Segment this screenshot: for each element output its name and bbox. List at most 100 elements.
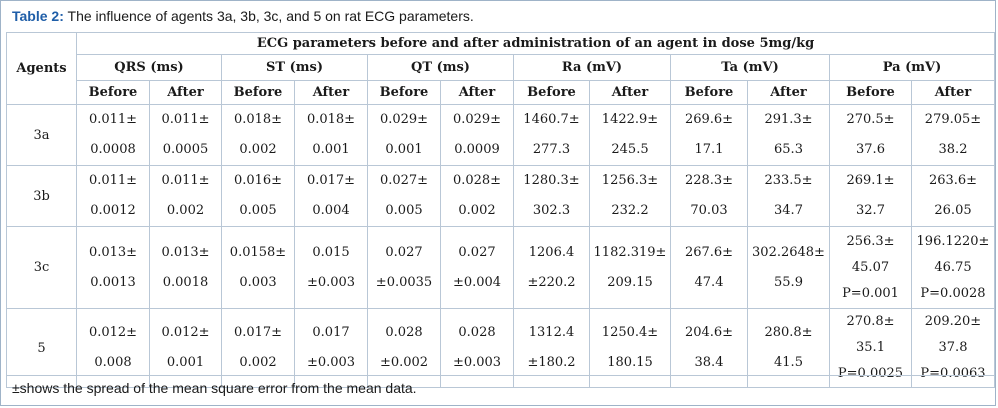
value-line: 302.2648± — [752, 244, 825, 260]
value-line: 0.002 — [458, 203, 496, 218]
caption-text: The influence of agents 3a, 3b, 3c, and … — [63, 8, 474, 24]
value-line: 196.1220± — [916, 233, 990, 249]
value-cell: 0.011± 0.002 — [149, 165, 222, 227]
value-line: ±0.003 — [452, 355, 502, 370]
value-line: 1422.9± — [601, 112, 659, 127]
value-cell: 0.013± 0.0018 — [149, 226, 222, 309]
value-cell: 233.5± 34.7 — [747, 165, 830, 227]
value-cell: 0.011± 0.0008 — [76, 104, 150, 166]
value-line: 232.2 — [611, 203, 649, 218]
value-line: 32.7 — [856, 203, 885, 218]
header-row-before-after: Before After Before After Before After Before A… — [7, 80, 995, 105]
value-cell: 228.3± 70.03 — [670, 165, 748, 227]
agents-header: Agents — [6, 32, 77, 105]
table-row: 3c 0.013± 0.0013 0.013± 0.0018 0.0158± 0.003 0.… — [6, 226, 995, 309]
value-line: 1250.4± — [601, 325, 659, 340]
value-cell: 0.016± 0.005 — [221, 165, 295, 227]
value-line: 0.008 — [94, 355, 132, 370]
value-line: 269.1± — [846, 173, 895, 188]
value-line: ±220.2 — [527, 274, 576, 290]
value-line: 0.0158± — [229, 244, 287, 260]
agent-cell: 3b — [6, 165, 77, 227]
value-line: 0.005 — [239, 203, 277, 218]
value-line: 245.5 — [611, 142, 649, 157]
value-line: 0.017± — [306, 173, 356, 188]
value-cell: 0.015 ±0.003 — [294, 226, 368, 309]
value-line: ±0.003 — [306, 274, 356, 290]
value-line: 256.3± — [846, 233, 895, 249]
value-line: 0.013± — [88, 244, 138, 260]
after-header: After — [294, 80, 368, 105]
value-line: 0.027± — [379, 173, 429, 188]
value-cell: 291.3± 65.3 — [747, 104, 830, 166]
value-line: 228.3± — [684, 173, 734, 188]
value-line: 46.75 — [934, 259, 972, 275]
footnote-divider — [6, 375, 994, 376]
value-cell: 196.1220± 46.75 P=0.0028 — [911, 226, 995, 309]
header-row-params: QRS (ms) ST (ms) QT (ms) Ra (mV) Ta (mV) Pa (… — [7, 54, 995, 81]
before-header: Before — [76, 80, 150, 105]
value-cell: 1206.4 ±220.2 — [513, 226, 590, 309]
value-cell: 0.013± 0.0013 — [76, 226, 150, 309]
value-line: 0.001 — [385, 142, 423, 157]
value-line: 0.0008 — [90, 142, 136, 157]
before-header: Before — [670, 80, 748, 105]
value-line: 0.005 — [385, 203, 423, 218]
value-line: 70.03 — [690, 203, 728, 218]
value-line: 26.05 — [934, 203, 972, 218]
value-cell: 0.017± 0.004 — [294, 165, 368, 227]
value-line: 279.05± — [924, 112, 982, 127]
value-line: 0.018± — [233, 112, 283, 127]
value-line: 38.4 — [694, 355, 724, 370]
value-line: ±180.2 — [527, 355, 576, 370]
value-line: 0.0012 — [90, 203, 136, 218]
value-line: 0.011± — [161, 112, 210, 127]
value-line: 0.011± — [88, 112, 138, 127]
value-line: 0.012± — [88, 325, 138, 340]
value-line: ±0.0035 — [375, 274, 433, 290]
value-cell: 0.029± 0.0009 — [440, 104, 514, 166]
value-line: 1206.4 — [528, 244, 575, 260]
value-line: 270.5± — [846, 112, 895, 127]
value-cell: 269.6± 17.1 — [670, 104, 748, 166]
value-cell: 0.027± 0.005 — [367, 165, 441, 227]
value-line: 38.2 — [938, 142, 968, 157]
value-cell: 1422.9± 245.5 — [589, 104, 671, 166]
value-line: 0.011± — [88, 173, 138, 188]
before-header: Before — [221, 80, 295, 105]
value-line: 0.004 — [312, 203, 350, 218]
value-line: 0.015 — [312, 244, 350, 260]
value-line: 1312.4 — [528, 325, 575, 340]
after-header: After — [911, 80, 995, 105]
table-footnote: ±shows the spread of the mean square err… — [12, 380, 417, 396]
value-line: 209.15 — [607, 274, 653, 290]
value-cell: 0.018± 0.001 — [294, 104, 368, 166]
value-line: 0.0018 — [162, 274, 209, 290]
after-header: After — [747, 80, 830, 105]
value-line: 0.002 — [239, 355, 277, 370]
table-row: 3a 0.011± 0.0008 0.011± 0.0005 0.018± 0.002 0.0… — [6, 104, 995, 166]
value-cell: 0.0158± 0.003 — [221, 226, 295, 309]
value-line: 0.002 — [239, 142, 277, 157]
group-header: ECG parameters before and after administ… — [76, 32, 995, 55]
value-cell: 279.05± 38.2 — [911, 104, 995, 166]
value-line: 0.0009 — [454, 142, 500, 157]
value-line: 37.8 — [938, 340, 968, 355]
value-cell: 0.029± 0.001 — [367, 104, 441, 166]
value-line: P=0.001 — [842, 285, 899, 301]
value-cell: 269.1± 32.7 — [829, 165, 912, 227]
value-line: ±0.002 — [379, 355, 429, 370]
table-row: 3b 0.011± 0.0012 0.011± 0.002 0.016± 0.005 0.01… — [6, 165, 995, 227]
value-line: 0.0013 — [90, 274, 136, 290]
header-row-group: Agents ECG parameters before and after a… — [6, 32, 995, 105]
value-line: 180.15 — [607, 355, 653, 370]
value-line: 233.5± — [764, 173, 813, 188]
value-line: 1280.3± — [523, 173, 580, 188]
value-line: ±0.003 — [306, 355, 356, 370]
value-line: 0.017± — [233, 325, 283, 340]
value-line: 0.027 — [458, 244, 496, 260]
value-cell: 0.018± 0.002 — [221, 104, 295, 166]
param-header: Pa (mV) — [829, 54, 995, 81]
